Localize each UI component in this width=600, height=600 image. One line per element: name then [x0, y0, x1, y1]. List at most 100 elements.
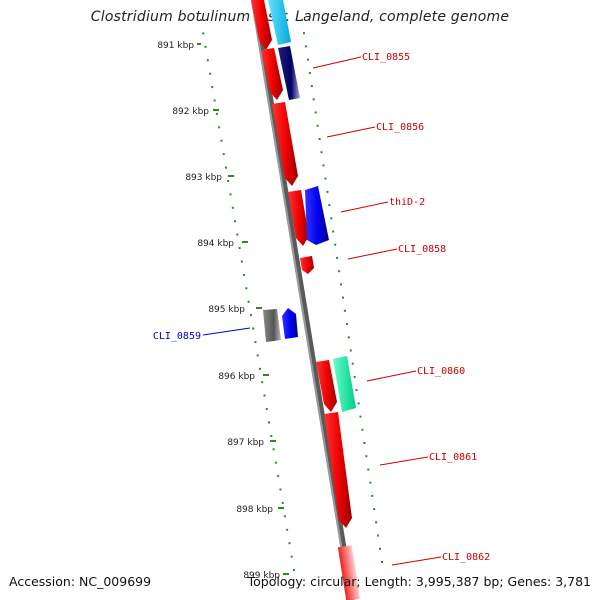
ruler-dot [357, 402, 360, 405]
gene-label-cli0862[interactable]: CLI_0862 [442, 552, 490, 563]
ruler-dot [277, 475, 280, 478]
gene-feature-top-red[interactable] [251, 0, 272, 50]
ruler-dot [220, 139, 223, 142]
ruler-dot [290, 555, 293, 558]
ruler-dot [334, 243, 337, 246]
ruler-dot [254, 341, 257, 343]
ruler-dot [213, 99, 216, 102]
gene-feature-cli0859[interactable] [282, 308, 298, 339]
tick-label-894: 894 kbp [197, 239, 234, 249]
gene-label-cli0858[interactable]: CLI_0858 [398, 244, 446, 255]
ruler-dot [231, 206, 234, 209]
ruler-dot [349, 349, 352, 352]
ruler-dot [218, 126, 221, 129]
ruler-dot [377, 534, 380, 537]
ruler-dot [240, 260, 243, 263]
ruler-inner-track [200, 19, 295, 571]
gene-feature-cli0858[interactable] [300, 256, 314, 274]
gene-label-thid2[interactable]: thiD-2 [389, 197, 425, 208]
ruler-dot [209, 72, 212, 75]
ruler-dot [265, 408, 268, 410]
tick-label-895: 895 kbp [208, 305, 245, 315]
ruler-dot [336, 257, 339, 259]
ruler-dot [211, 86, 214, 89]
tick-label-896: 896 kbp [218, 372, 255, 382]
gene-label-cli0860[interactable]: CLI_0860 [417, 366, 465, 377]
ruler-dot [204, 45, 207, 48]
tick-label-897: 897 kbp [227, 438, 264, 448]
topology-text: Topology: circular; Length: 3,995,387 bp… [247, 574, 591, 589]
ruler-dot [206, 59, 209, 62]
gene-feature-cli0856[interactable] [272, 102, 298, 186]
gene-feature-navy[interactable] [278, 46, 300, 100]
gene-callouts [202, 56, 442, 566]
gene-label-cli0861[interactable]: CLI_0861 [429, 452, 477, 463]
ruler-dot [263, 394, 266, 397]
gene-feature-blue-thid2[interactable] [305, 186, 329, 245]
ruler-dot [342, 296, 344, 299]
ruler-dot [261, 381, 264, 384]
ruler-dot [308, 71, 311, 74]
gene-label-cli0855[interactable]: CLI_0855 [362, 52, 410, 63]
ruler-dot [259, 367, 261, 370]
ruler-dot [351, 362, 354, 365]
ruler-dot [314, 111, 317, 114]
map-title: Clostridium botulinum F str. Langeland, … [90, 9, 510, 25]
gene-feature-green[interactable] [333, 356, 356, 412]
gene-label-cli0859[interactable]: CLI_0859 [153, 331, 201, 342]
tick-label-898: 898 kbp [236, 505, 273, 515]
ruler-dot [306, 58, 309, 61]
gene-feature-cli0855[interactable] [261, 48, 283, 100]
ruler-dot [234, 220, 236, 223]
gene-feature-cli0861[interactable] [324, 412, 352, 528]
ruler-dot [338, 270, 341, 273]
ruler-dot [227, 180, 230, 182]
ruler-dot [347, 336, 350, 339]
ruler-dot [363, 442, 366, 444]
ruler-dot [281, 501, 284, 504]
ruler-dot [270, 434, 273, 437]
ruler-dot [256, 354, 259, 357]
ruler-outer-track [301, 19, 383, 563]
ruler-dot [249, 314, 252, 317]
ruler-dot [326, 190, 329, 193]
ruler-dot [375, 521, 378, 524]
ruler-dot [301, 19, 303, 21]
ruler-dot [322, 164, 325, 167]
ruler-dot [359, 415, 362, 418]
ruler-dot [283, 515, 286, 518]
ruler-dot [318, 138, 321, 140]
gene-feature-top-cyan[interactable] [268, 0, 291, 45]
gene-feature-gray[interactable] [263, 309, 281, 342]
ruler-dot [247, 300, 250, 303]
ruler-dot [353, 375, 356, 378]
ruler-dot [279, 488, 282, 491]
ruler-dot [361, 428, 364, 431]
ruler-dot [312, 98, 315, 101]
gene-feature-thid2[interactable] [288, 190, 309, 246]
ruler-dot [243, 273, 246, 276]
genome-backbone [251, 0, 355, 600]
tick-label-892: 892 kbp [172, 107, 209, 117]
ruler-dot [328, 204, 331, 207]
ruler-dot [288, 542, 291, 545]
ruler-dot [365, 455, 368, 458]
gene-label-cli0856[interactable]: CLI_0856 [376, 122, 424, 133]
ruler-dot [268, 421, 270, 424]
ruler-dot [215, 112, 218, 115]
gene-feature-cli0860[interactable] [316, 360, 337, 412]
ruler-dot [245, 287, 248, 290]
ruler-dot [345, 323, 348, 325]
gene-feature-cli0862[interactable] [337, 545, 361, 600]
ruler-dot [229, 193, 232, 196]
ruler-dot [371, 494, 374, 497]
ruler-dot [293, 569, 295, 571]
ruler-dot [320, 151, 323, 154]
ruler-dot [310, 85, 313, 88]
ruler-dot [202, 32, 205, 35]
tick-label-891: 891 kbp [157, 41, 194, 51]
ruler-dot [303, 32, 305, 35]
tick-label-899: 899 kbp [243, 571, 280, 581]
ruler-dot [355, 389, 358, 392]
